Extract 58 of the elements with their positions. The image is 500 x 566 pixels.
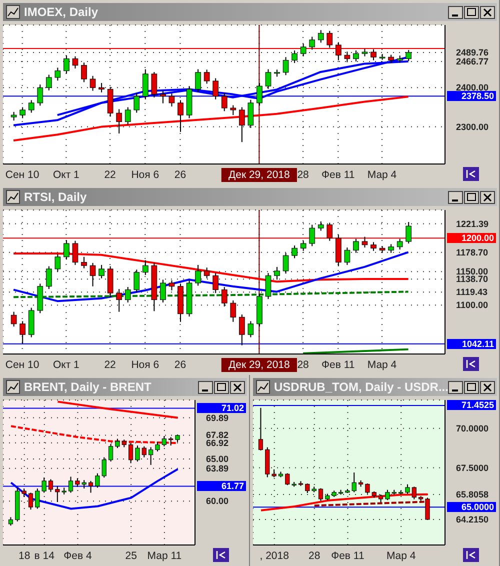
y-tick-label: 65.00 bbox=[206, 454, 229, 464]
x-tick-label: 28 bbox=[297, 359, 310, 371]
x-tick-label: Фев 11 bbox=[331, 550, 364, 562]
y-tick-label: 67.82 bbox=[206, 430, 229, 440]
x-tick-label: 28 bbox=[308, 550, 320, 562]
x-tick-label: Фев 11 bbox=[322, 169, 355, 181]
x-tick-label: Окт 1 bbox=[52, 169, 80, 181]
x-tick-label: Сен 10 bbox=[5, 169, 40, 181]
y-tick-label: 70.0000 bbox=[456, 423, 489, 434]
y-tick-label: 2489.76 bbox=[456, 48, 489, 58]
chart-title: USDRUB_TOM, Daily - USDR... bbox=[274, 380, 448, 394]
chart-title: RTSI, Daily bbox=[24, 190, 88, 204]
y-tick-label: 1100.00 bbox=[456, 300, 488, 310]
x-tick-label: 26 bbox=[174, 169, 186, 181]
x-tick-label: Сен 10 bbox=[5, 359, 40, 371]
y-tick-label: 69.89 bbox=[206, 412, 229, 423]
x-tick-label: 25 bbox=[125, 550, 138, 562]
x-tick-label: Ноя 6 bbox=[131, 169, 160, 181]
y-tick-label: 2466.77 bbox=[456, 56, 489, 67]
y-tick-label: 60.00 bbox=[206, 496, 229, 506]
x-tick-label: Дек 29, 2018 bbox=[228, 169, 290, 181]
x-tick-label: Ноя 6 bbox=[131, 359, 160, 371]
x-tick-label: Мар 4 bbox=[386, 550, 416, 562]
y-tick-label: 67.5000 bbox=[456, 462, 489, 473]
x-tick-label: Дек 29, 2018 bbox=[228, 359, 290, 371]
x-tick-label: 22 bbox=[104, 359, 116, 371]
chart-title: BRENT, Daily - BRENT bbox=[24, 380, 152, 394]
ref-line-label: 1042.11 bbox=[447, 338, 496, 349]
ref-line-label: 2378.50 bbox=[447, 91, 496, 102]
y-tick-label: 63.89 bbox=[206, 463, 229, 474]
y-tick-label: 2400.00 bbox=[456, 82, 489, 93]
ref-line-label: 71.4525 bbox=[447, 400, 496, 410]
y-tick-label: 1221.39 bbox=[456, 218, 489, 229]
x-tick-label: Мар 11 bbox=[147, 550, 182, 562]
x-tick-label: , 2018 bbox=[260, 550, 290, 562]
x-tick-label: Фев 4 bbox=[64, 550, 92, 562]
x-tick-label: Мар 4 bbox=[367, 359, 397, 371]
ref-line-label: 65.0000 bbox=[447, 502, 496, 512]
y-tick-label: 1178.70 bbox=[456, 247, 488, 258]
y-tick-label: 64.2150 bbox=[456, 514, 489, 525]
x-tick-label: в 14 bbox=[34, 550, 55, 562]
x-tick-label: Мар 4 bbox=[367, 169, 397, 181]
y-tick-label: 1138.70 bbox=[456, 274, 488, 284]
y-tick-label: 66.92 bbox=[206, 438, 229, 448]
x-tick-label: Окт 1 bbox=[52, 359, 80, 371]
y-tick-label: 65.8058 bbox=[456, 489, 489, 500]
x-tick-label: 22 bbox=[104, 169, 116, 181]
y-tick-label: 2300.00 bbox=[456, 122, 489, 132]
y-tick-label: 1150.00 bbox=[456, 266, 488, 277]
x-tick-label: 26 bbox=[174, 359, 186, 371]
y-tick-label: 1119.43 bbox=[456, 287, 488, 298]
x-tick-label: Фев 11 bbox=[322, 359, 355, 371]
ref-line-label: 61.77 bbox=[197, 481, 246, 492]
ref-line-label: 71.02 bbox=[197, 403, 246, 414]
ref-line-label: 1200.00 bbox=[447, 233, 496, 244]
x-tick-label: 28 bbox=[297, 169, 310, 181]
x-tick-label: 18 bbox=[18, 550, 30, 562]
chart-title: IMOEX, Daily bbox=[24, 5, 100, 19]
